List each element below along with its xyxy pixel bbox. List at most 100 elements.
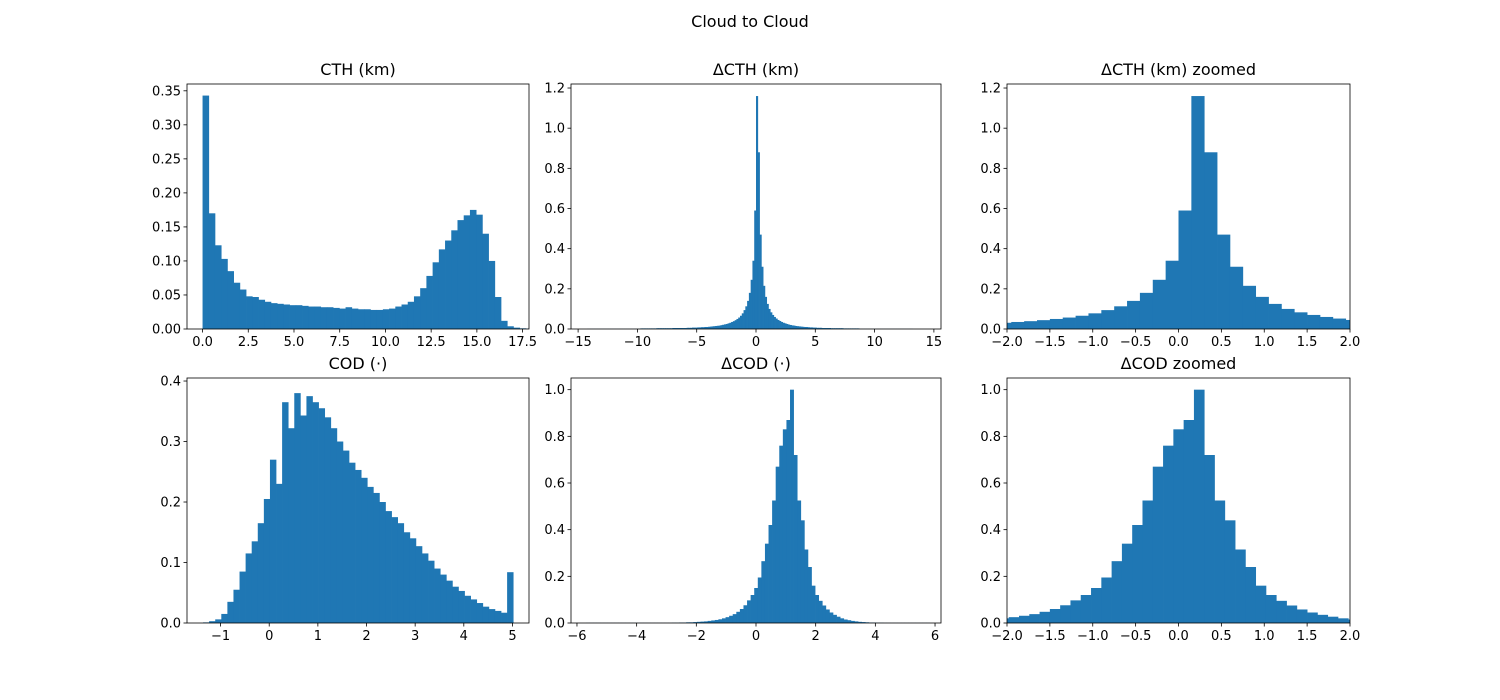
- histogram-bar: [688, 327, 691, 329]
- histogram-bar: [736, 318, 739, 329]
- histogram-bar: [1024, 321, 1038, 329]
- y-tick-label: 0.4: [980, 242, 1001, 257]
- histogram-bar: [840, 618, 845, 623]
- histogram-bar: [729, 322, 732, 329]
- histogram-bar: [736, 611, 741, 623]
- histogram-bar: [391, 517, 398, 623]
- histogram-bar: [790, 389, 794, 623]
- y-tick-label: 0.1: [160, 556, 181, 571]
- x-tick-label: 2: [812, 629, 820, 644]
- histogram-bar: [446, 580, 453, 623]
- histogram-bar: [797, 500, 802, 623]
- histogram-bar: [795, 325, 798, 329]
- histogram-bar: [1229, 266, 1244, 329]
- histogram-bar: [707, 326, 711, 329]
- histogram-bar: [288, 428, 295, 623]
- histogram-bar: [407, 301, 415, 329]
- histogram-bar: [818, 327, 821, 329]
- histogram-bar: [277, 303, 284, 329]
- histogram-bar: [221, 613, 228, 623]
- histogram-bars: [587, 96, 913, 329]
- y-tick-label: 0.0: [980, 617, 1001, 632]
- histogram-bar: [1121, 543, 1133, 623]
- histogram-bar: [488, 609, 496, 623]
- histogram-bars: [585, 389, 931, 623]
- histogram-bar: [457, 220, 465, 329]
- histogram-bar: [283, 304, 290, 329]
- histogram-bar: [829, 612, 834, 623]
- y-tick-label: 1.2: [544, 82, 565, 97]
- histogram-bar: [1163, 445, 1174, 623]
- histogram-bar: [793, 325, 796, 329]
- histogram-bar: [1281, 308, 1295, 329]
- x-tick-label: 1.5: [1297, 629, 1318, 644]
- histogram-bar: [814, 327, 817, 329]
- histogram-bar: [789, 324, 792, 329]
- x-tick-label: −2: [687, 629, 706, 644]
- histogram-bar: [725, 617, 730, 623]
- histogram-bar: [349, 462, 356, 623]
- histogram-bar: [700, 621, 705, 623]
- subplot-title: COD (·): [329, 354, 388, 373]
- histogram-bar: [1152, 466, 1164, 623]
- y-tick-label: 0.8: [544, 162, 565, 177]
- subplot-1: CTH (km) 0.0 2.5 5.0 7.5 10.0 12.5 15.0 17.5 0.00…: [152, 60, 537, 350]
- x-tick-label: 0.5: [1211, 335, 1232, 350]
- y-tick-label: 0.4: [160, 375, 181, 390]
- histogram-bar: [208, 213, 216, 329]
- histogram-bar: [693, 622, 698, 623]
- x-tick-label: 2.0: [1340, 335, 1361, 350]
- x-tick-label: −2.0: [991, 629, 1023, 644]
- histogram-bar: [1062, 317, 1076, 329]
- histogram-bar: [227, 601, 234, 623]
- histogram-bar: [1114, 306, 1128, 329]
- histogram-bar: [679, 328, 682, 329]
- histogram-bar: [707, 620, 712, 623]
- x-tick-label: 5: [811, 335, 819, 350]
- histogram-bar: [1337, 618, 1349, 623]
- histogram-bar: [342, 450, 350, 623]
- histogram-bar: [788, 324, 791, 329]
- histogram-bar: [716, 325, 719, 329]
- x-tick-label: 0.0: [1168, 629, 1189, 644]
- subplot-title: ΔCTH (km) zoomed: [1101, 60, 1256, 79]
- histogram-bar: [1101, 577, 1112, 623]
- histogram-bar: [1139, 292, 1154, 329]
- histogram-bar: [700, 327, 703, 329]
- histogram-bar: [227, 271, 234, 329]
- histogram-bar: [782, 322, 785, 329]
- histogram-bar: [308, 306, 315, 329]
- histogram-bar: [805, 326, 808, 329]
- y-tick-label: 0.2: [980, 282, 1001, 297]
- y-tick-label: 1.0: [544, 122, 565, 137]
- histogram-bar: [743, 310, 746, 329]
- histogram-bar: [750, 279, 753, 329]
- histogram-bar: [756, 96, 759, 329]
- histogram-bar: [209, 621, 216, 623]
- histogram-bar: [246, 296, 253, 329]
- histogram-bar: [770, 312, 773, 329]
- histogram-bar: [752, 260, 755, 329]
- histogram-bar: [720, 325, 723, 329]
- histogram-bar: [351, 308, 359, 329]
- histogram-bar: [798, 326, 801, 329]
- histogram-bar: [780, 321, 784, 329]
- histogram-bars: [1007, 389, 1350, 623]
- y-tick-label: 0.8: [544, 430, 565, 445]
- histogram-bar: [718, 325, 721, 329]
- histogram-bar: [395, 306, 402, 329]
- x-tick-label: 4: [871, 629, 879, 644]
- histogram-bar: [269, 459, 277, 623]
- histogram-bar: [476, 603, 484, 623]
- x-tick-label: −6: [567, 629, 586, 644]
- histogram-bar: [828, 328, 832, 329]
- histogram-bar: [721, 618, 726, 623]
- y-tick-label: 0.2: [980, 570, 1001, 585]
- y-tick-label: 0.0: [980, 323, 1001, 338]
- histogram-bar: [832, 614, 837, 623]
- histogram-bar: [482, 606, 490, 623]
- y-tick-label: 0.05: [152, 288, 181, 303]
- histogram-bar: [1088, 313, 1102, 329]
- histogram-bar: [469, 209, 477, 329]
